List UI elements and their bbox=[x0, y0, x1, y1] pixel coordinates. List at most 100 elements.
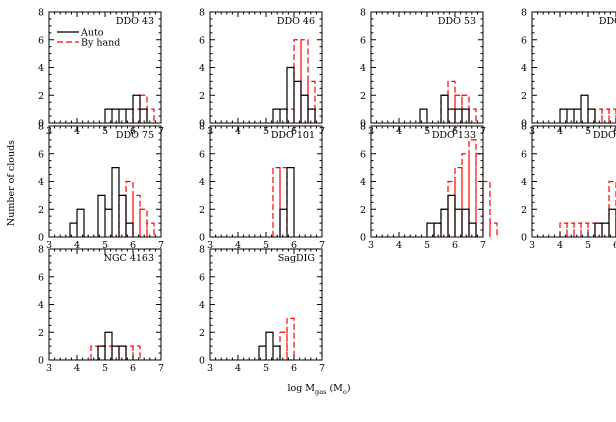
y-tick-label: 2 bbox=[360, 91, 366, 102]
x-tick-label: 5 bbox=[102, 126, 108, 137]
x-tick-label: 5 bbox=[263, 240, 269, 251]
y-tick-label: 6 bbox=[360, 35, 366, 46]
x-tick-label: 6 bbox=[130, 126, 136, 137]
panel-ddo-101: 3 4 5 6 7 0 2 4 6 8 DDO 101 bbox=[199, 122, 325, 252]
panel-title: DDO 101 bbox=[271, 130, 315, 141]
y-tick-label: 8 bbox=[38, 122, 44, 133]
x-tick-label: 4 bbox=[235, 240, 241, 251]
y-tick-label: 8 bbox=[38, 245, 44, 256]
y-tick-label: 6 bbox=[199, 272, 205, 283]
by-hand-histogram-ddo-75 bbox=[118, 180, 155, 237]
y-tick-label: 8 bbox=[199, 245, 205, 256]
by-hand-histogram-ddo-53 bbox=[440, 80, 477, 123]
x-tick-label: 5 bbox=[263, 126, 269, 137]
x-tick-label: 6 bbox=[291, 363, 297, 374]
x-tick-label: 7 bbox=[319, 240, 325, 251]
y-tick-label: 8 bbox=[521, 122, 527, 133]
panel-frame bbox=[48, 11, 162, 124]
y-tick-label: 0 bbox=[521, 233, 527, 244]
x-tick-label: 3 bbox=[207, 363, 213, 374]
panel-frame bbox=[370, 11, 484, 124]
x-tick-label: 3 bbox=[46, 363, 52, 374]
panel-frame bbox=[209, 11, 323, 124]
y-tick-label: 2 bbox=[199, 205, 205, 216]
panel-title: DDO 133 bbox=[432, 130, 476, 141]
panel-frame bbox=[531, 11, 616, 124]
panel-frame bbox=[531, 125, 616, 238]
panel-title: SagDIG bbox=[278, 253, 315, 264]
by-hand-histogram-ddo-155 bbox=[559, 180, 616, 237]
auto-histogram-ddo-75 bbox=[69, 167, 134, 237]
panel-ddo-133: 3 4 5 6 7 0 2 4 6 8 DDO 133 bbox=[360, 122, 498, 251]
x-tick-label: 7 bbox=[158, 363, 164, 374]
y-tick-label: 0 bbox=[38, 233, 44, 244]
y-tick-label: 6 bbox=[199, 149, 205, 160]
auto-histogram-ddo-101 bbox=[279, 167, 295, 237]
y-tick-label: 0 bbox=[199, 119, 205, 130]
x-tick-label: 4 bbox=[557, 240, 563, 251]
x-tick-label: 4 bbox=[396, 126, 402, 137]
auto-histogram-sagdig bbox=[258, 331, 281, 360]
panel-title: DDO 155 bbox=[593, 130, 616, 141]
by-hand-histogram-ddo-46 bbox=[286, 39, 323, 123]
panel-sagdig: 3 4 5 6 7 0 2 4 6 8 SagDIG bbox=[199, 245, 325, 375]
x-tick-label: 5 bbox=[424, 240, 430, 251]
x-tick-label: 7 bbox=[480, 240, 486, 251]
y-tick-label: 2 bbox=[360, 205, 366, 216]
panel-title: DDO 43 bbox=[116, 16, 154, 27]
x-tick-label: 3 bbox=[46, 240, 52, 251]
y-tick-label: 4 bbox=[38, 63, 44, 74]
x-tick-label: 3 bbox=[368, 240, 374, 251]
y-tick-label: 6 bbox=[199, 35, 205, 46]
x-tick-label: 6 bbox=[452, 240, 458, 251]
x-tick-label: 3 bbox=[529, 240, 535, 251]
x-tick-label: 4 bbox=[235, 363, 241, 374]
y-tick-label: 4 bbox=[38, 177, 44, 188]
y-tick-label: 2 bbox=[199, 328, 205, 339]
x-tick-label: 4 bbox=[74, 126, 80, 137]
y-tick-label: 2 bbox=[38, 328, 44, 339]
y-tick-label: 8 bbox=[199, 122, 205, 133]
y-tick-label: 4 bbox=[521, 63, 527, 74]
y-tick-label: 0 bbox=[199, 356, 205, 367]
x-axis-title: log Mgas (Mo) bbox=[287, 383, 350, 396]
x-tick-label: 5 bbox=[102, 363, 108, 374]
legend-label: Auto bbox=[80, 28, 104, 39]
y-tick-label: 0 bbox=[360, 119, 366, 130]
y-tick-label: 6 bbox=[38, 35, 44, 46]
panel-title: DDO 53 bbox=[438, 16, 476, 27]
y-tick-label: 2 bbox=[521, 91, 527, 102]
panel-title: DDO 75 bbox=[116, 130, 154, 141]
x-tick-label: 5 bbox=[102, 240, 108, 251]
y-tick-label: 2 bbox=[38, 91, 44, 102]
legend-label: By hand bbox=[81, 38, 120, 49]
y-tick-label: 8 bbox=[199, 8, 205, 19]
x-tick-label: 5 bbox=[424, 126, 430, 137]
x-tick-label: 4 bbox=[396, 240, 402, 251]
x-tick-label: 6 bbox=[291, 240, 297, 251]
panel-ngc-4163: 3 4 5 6 7 0 2 4 6 8 NGC 4163 bbox=[38, 245, 164, 375]
panel-title: DDO 69 bbox=[599, 16, 616, 27]
by-hand-histogram-ddo-69 bbox=[587, 108, 616, 123]
x-tick-label: 4 bbox=[557, 126, 563, 137]
y-tick-label: 6 bbox=[38, 149, 44, 160]
y-tick-label: 2 bbox=[38, 205, 44, 216]
auto-histogram-ngc-4163 bbox=[97, 331, 127, 360]
x-tick-label: 6 bbox=[291, 126, 297, 137]
y-tick-label: 8 bbox=[38, 8, 44, 19]
y-tick-label: 0 bbox=[199, 233, 205, 244]
y-tick-label: 4 bbox=[38, 300, 44, 311]
y-tick-label: 0 bbox=[360, 233, 366, 244]
y-axis-title: Number of clouds bbox=[6, 140, 17, 226]
y-tick-label: 4 bbox=[521, 177, 527, 188]
y-tick-label: 4 bbox=[360, 177, 366, 188]
panel-frame bbox=[370, 125, 484, 238]
